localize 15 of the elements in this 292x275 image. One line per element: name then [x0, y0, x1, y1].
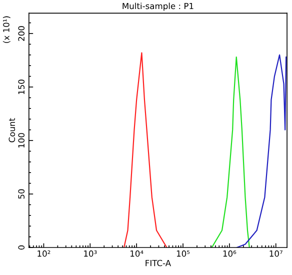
x-axis-title: FITC-A: [146, 260, 171, 266]
chart-title: Multi-sample : P1: [122, 2, 194, 11]
y-tick-label: 100: [18, 133, 25, 148]
y-axis-title: Count: [8, 118, 16, 142]
y-tick-label: 150: [18, 80, 25, 94]
x-tick-label: 10²: [38, 250, 50, 257]
y-tick-label: 50: [18, 189, 25, 199]
text: (x 10¹): [2, 16, 10, 43]
x-tick-label: 10⁶: [223, 250, 236, 257]
x-tick-label: 10⁴: [130, 250, 144, 257]
y-tick-label: 0: [18, 245, 25, 250]
x-tick-label: 10⁷: [270, 250, 282, 257]
x-tick-label: 10³: [84, 250, 97, 257]
y-tick-label: 200: [18, 26, 25, 41]
x-tick-label: 10⁵: [176, 250, 190, 257]
